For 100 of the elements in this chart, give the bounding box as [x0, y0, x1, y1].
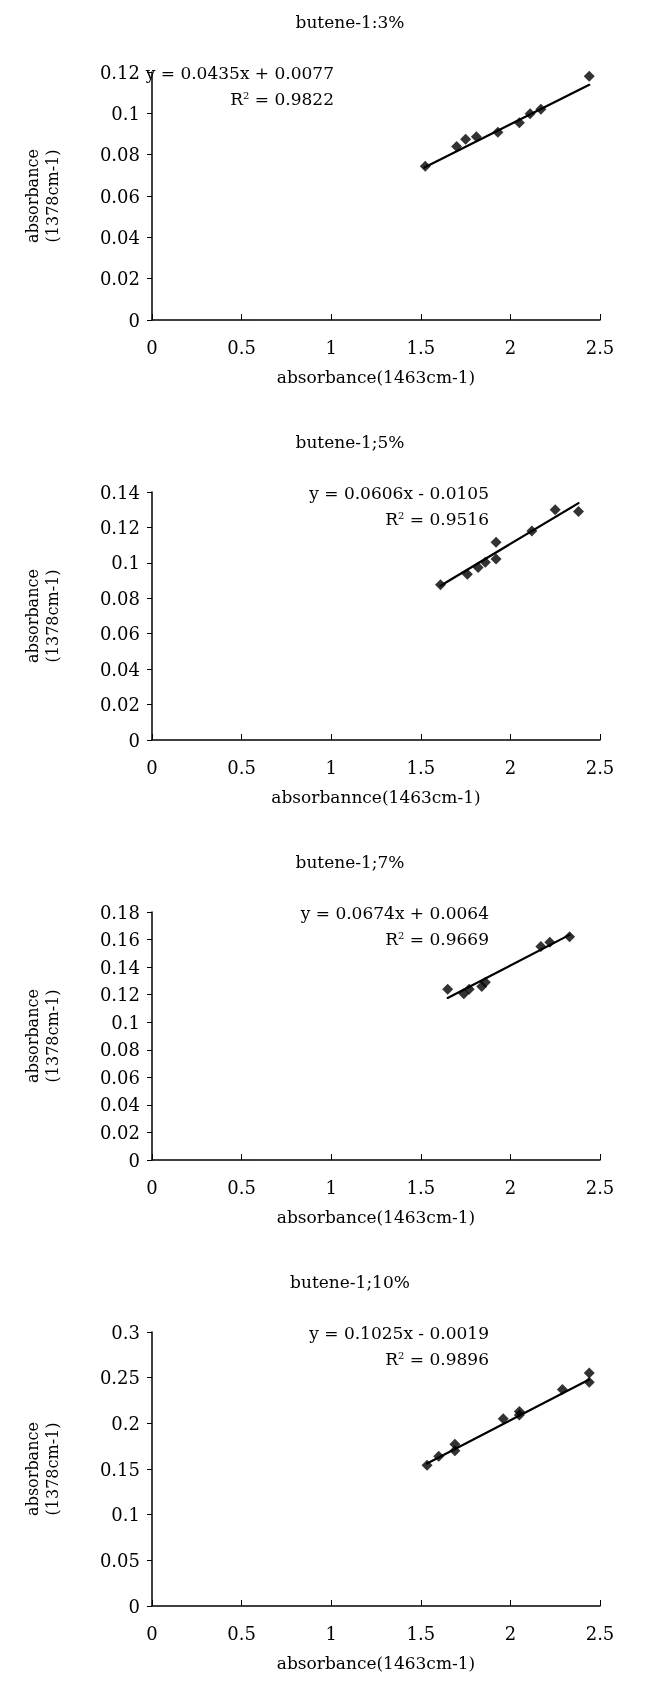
x-tick-label: 1 — [325, 1622, 337, 1644]
y-tick-label: 0.2 — [111, 1412, 140, 1434]
point — [583, 70, 595, 82]
point — [419, 160, 431, 172]
point — [583, 1367, 595, 1379]
point — [583, 1376, 595, 1388]
point — [449, 1438, 461, 1450]
x-tick-label: 0.5 — [227, 1176, 256, 1198]
x-tick-label: 1.5 — [406, 336, 436, 358]
x-tick-label: 0.5 — [227, 1622, 256, 1644]
y-tick-label: 0.02 — [99, 694, 140, 716]
x-tick-label: 2 — [504, 336, 517, 358]
x-tick-label: 2.5 — [585, 1176, 615, 1198]
y-tick-label: 0.16 — [99, 929, 140, 951]
x-tick-label: 1.5 — [406, 1622, 436, 1644]
point — [492, 126, 504, 138]
point — [451, 140, 463, 152]
x-tick-label: 0 — [146, 1176, 158, 1198]
point — [435, 579, 447, 591]
point — [513, 117, 525, 129]
chart-title: butene-1;10% — [290, 1271, 410, 1292]
point — [535, 940, 547, 952]
y-tick-label: 0.14 — [99, 481, 140, 503]
y-tick-label: 0.08 — [99, 144, 140, 166]
y-tick-label: 0.1 — [111, 1011, 140, 1033]
y-tick-label: 0.05 — [99, 1549, 140, 1571]
y-tick-label: 0.15 — [99, 1458, 140, 1480]
y-tick-label: 0.04 — [99, 226, 140, 248]
x-tick-label: 1 — [325, 1176, 337, 1198]
point — [513, 1405, 525, 1417]
annotation: y = 0.0674x + 0.0064 — [299, 902, 489, 923]
point — [556, 1384, 568, 1396]
x-tick-label: 2.5 — [585, 336, 615, 358]
y-tick-label: 0.02 — [99, 1121, 140, 1143]
point — [458, 988, 470, 1000]
x-tick-label: 1 — [325, 336, 337, 358]
y-tick-label: 0.06 — [99, 623, 140, 645]
x-tick-label: 0.5 — [227, 756, 256, 778]
x-tick-label: 0.5 — [227, 336, 256, 358]
y-tick-label: 0.04 — [99, 1094, 140, 1116]
chart-title: butene-1:3% — [295, 11, 405, 32]
point — [479, 976, 491, 988]
point — [470, 131, 482, 143]
y-tick-label: 0.1 — [111, 1504, 140, 1526]
y-tick-label: 0.08 — [99, 587, 140, 609]
y-tick-label: 0.18 — [99, 901, 140, 923]
x-tick-label: 0 — [146, 756, 158, 778]
x-tick-label: 2 — [504, 756, 517, 778]
point — [490, 553, 502, 565]
y-tick-label: 0.12 — [99, 516, 140, 538]
x-tick-label: 2 — [504, 1176, 517, 1198]
y-tick-label: 0.25 — [99, 1367, 140, 1389]
point — [442, 983, 454, 995]
x-tick-label: 0 — [146, 336, 158, 358]
x-axis-title: absorbannce(1463cm-1) — [271, 786, 481, 807]
y-tick-label: 0.12 — [99, 984, 140, 1006]
x-tick-label: 1 — [325, 756, 337, 778]
x-axis-title: absorbance(1463cm-1) — [276, 1206, 476, 1227]
y-axis-title: absorbance (1378cm-1) — [22, 989, 62, 1083]
point — [544, 936, 556, 948]
point — [549, 504, 561, 516]
point — [526, 525, 538, 537]
x-axis-title: absorbance(1463cm-1) — [276, 1652, 476, 1673]
point — [564, 931, 576, 943]
annotation: y = 0.1025x - 0.0019 — [308, 1322, 489, 1343]
y-axis-title: absorbance (1378cm-1) — [22, 149, 62, 243]
y-tick-label: 0.12 — [99, 61, 140, 83]
point — [421, 1459, 433, 1471]
x-axis-title: absorbance(1463cm-1) — [276, 366, 476, 387]
point — [573, 505, 584, 517]
chart-title: butene-1;5% — [295, 431, 405, 452]
chart-title: butene-1;7% — [295, 851, 405, 872]
y-tick-label: 0.08 — [99, 1039, 140, 1061]
x-tick-label: 1.5 — [406, 756, 436, 778]
point — [460, 133, 472, 145]
y-tick-label: 0 — [128, 729, 140, 751]
y-tick-label: 0.1 — [111, 552, 140, 574]
point — [490, 536, 502, 548]
y-tick-label: 0.14 — [99, 956, 140, 978]
point — [433, 1450, 445, 1462]
y-axis-title: absorbance (1378cm-1) — [22, 1422, 62, 1516]
y-tick-label: 0 — [128, 1149, 140, 1171]
point — [497, 1413, 509, 1425]
point — [524, 108, 536, 120]
point — [463, 983, 475, 995]
y-tick-label: 0.04 — [99, 658, 140, 680]
y-tick-label: 0 — [128, 1595, 140, 1617]
annotation: y = 0.0606x - 0.0105 — [308, 482, 489, 503]
y-tick-label: 0.06 — [99, 1066, 140, 1088]
x-tick-label: 0 — [146, 1622, 158, 1644]
x-tick-label: 2.5 — [585, 756, 615, 778]
y-axis-title: absorbance (1378cm-1) — [22, 569, 62, 663]
point — [535, 103, 547, 115]
y-tick-label: 0.06 — [99, 185, 140, 207]
y-tick-label: 0.02 — [99, 268, 140, 290]
x-tick-label: 2.5 — [585, 1622, 615, 1644]
y-tick-label: 0.1 — [111, 102, 140, 124]
point — [472, 561, 484, 573]
x-tick-label: 2 — [504, 1622, 517, 1644]
x-tick-label: 1.5 — [406, 1176, 436, 1198]
